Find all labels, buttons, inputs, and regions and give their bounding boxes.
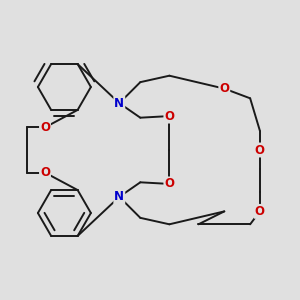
Text: O: O xyxy=(255,143,265,157)
Text: O: O xyxy=(255,205,265,218)
Text: O: O xyxy=(164,177,174,190)
Text: N: N xyxy=(114,190,124,203)
Text: O: O xyxy=(164,110,174,123)
Text: O: O xyxy=(219,82,229,95)
Text: O: O xyxy=(40,166,50,179)
Text: O: O xyxy=(40,121,50,134)
Text: N: N xyxy=(114,97,124,110)
